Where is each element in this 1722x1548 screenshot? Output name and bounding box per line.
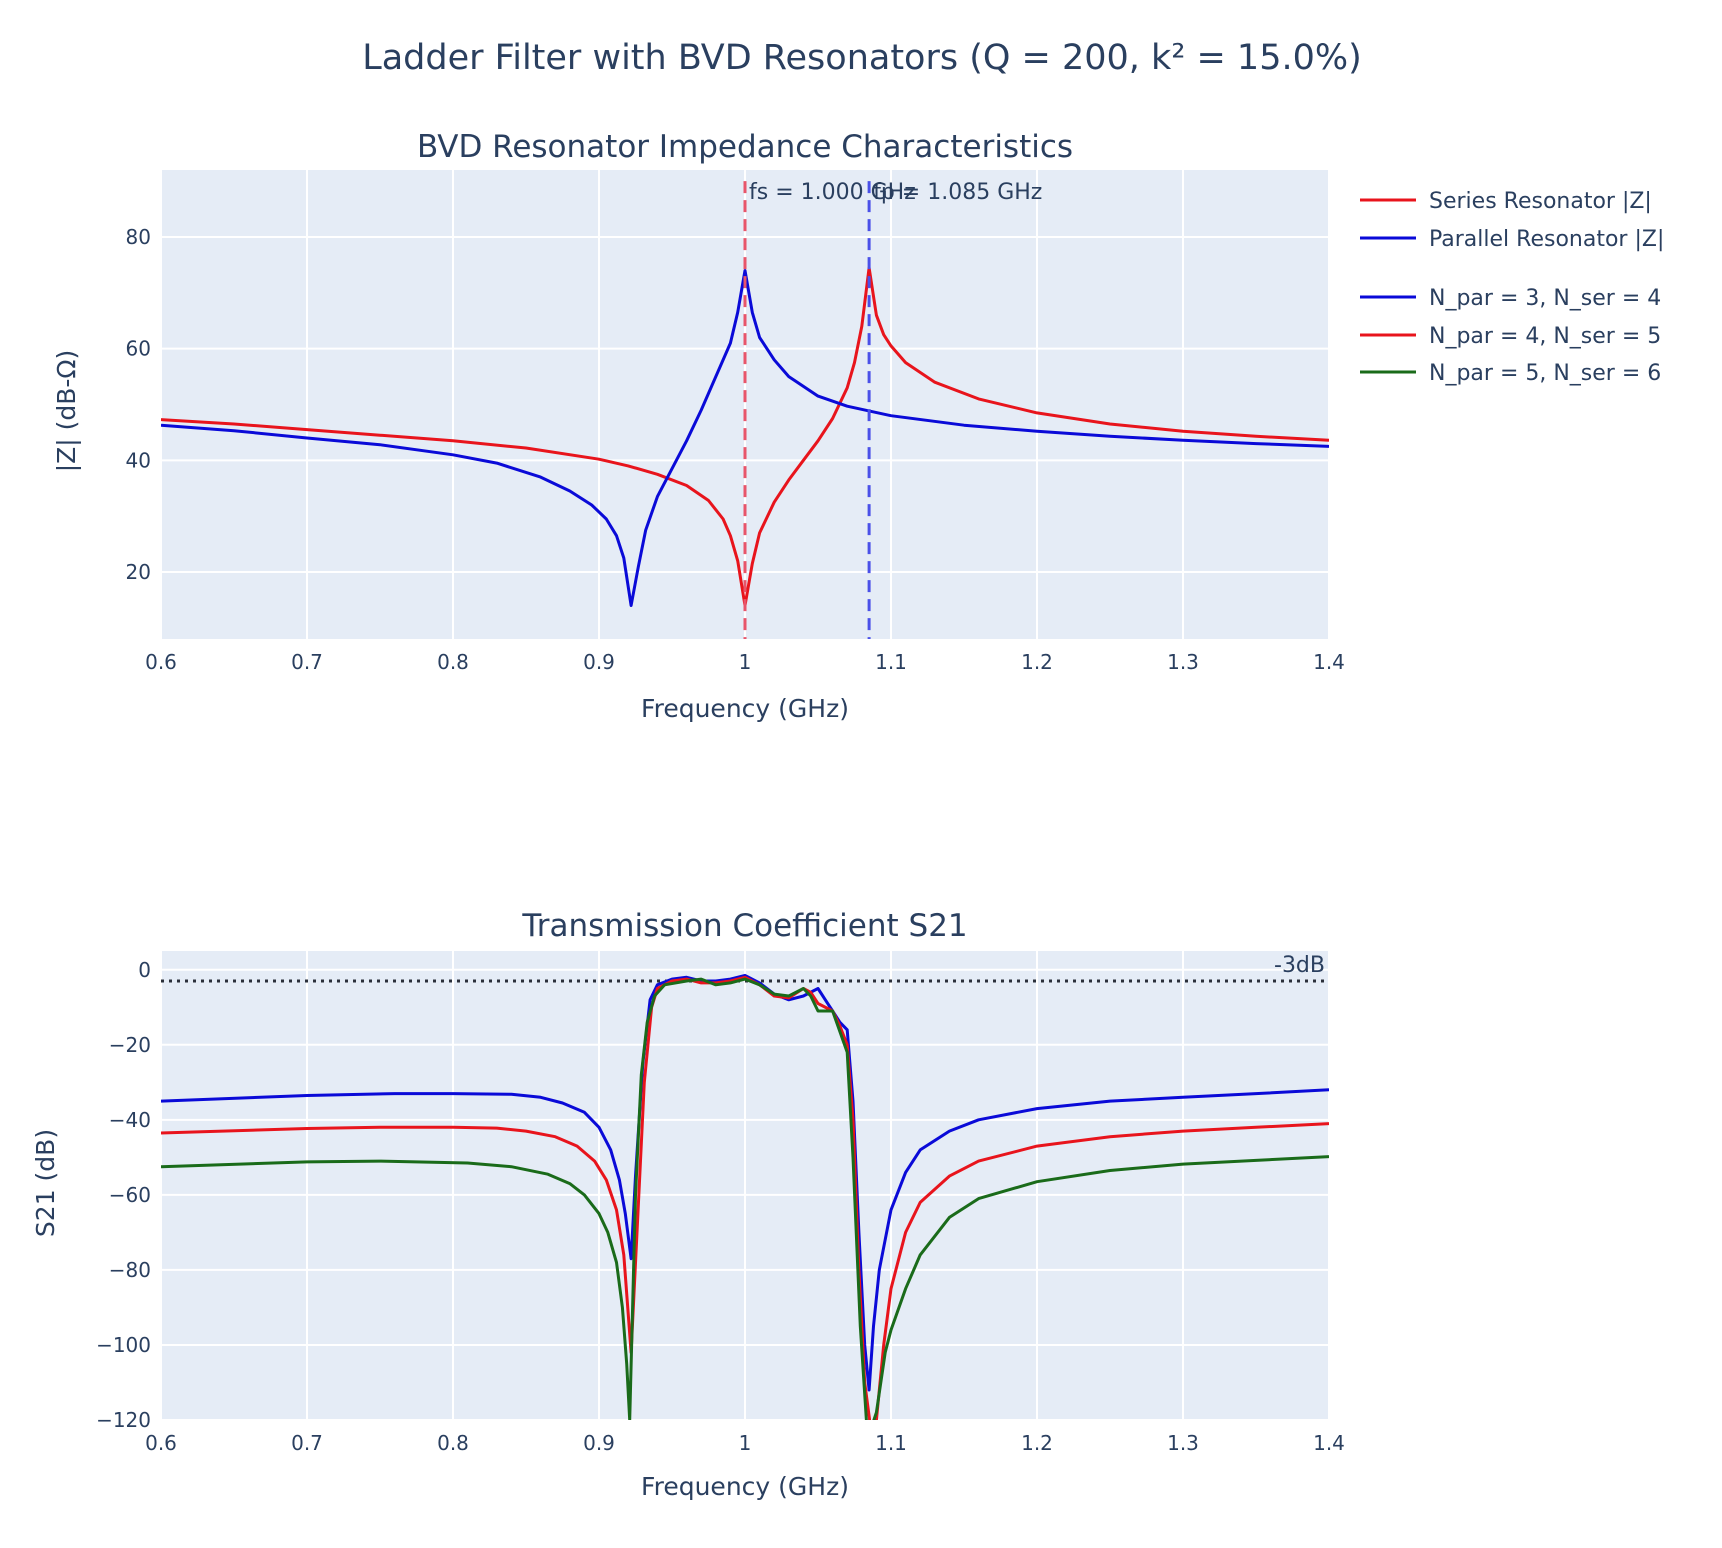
legend-label: N_par = 3, N_ser = 4 <box>1429 286 1661 311</box>
legend-item[interactable]: N_par = 5, N_ser = 6 <box>1360 361 1661 386</box>
legend-label: Series Resonator |Z| <box>1429 189 1652 214</box>
s21-y-axis-title: S21 (dB) <box>31 1129 60 1237</box>
legend-item[interactable]: N_par = 3, N_ser = 4 <box>1360 286 1661 311</box>
x-tick-label: 1.3 <box>1167 650 1199 674</box>
threshold-label: -3dB <box>1274 953 1325 978</box>
series-line-1 <box>161 266 1329 607</box>
y-tick-label: 80 <box>126 225 151 249</box>
x-tick-label: 0.7 <box>291 650 323 674</box>
x-tick-label: 0.9 <box>583 1431 615 1455</box>
y-tick-label: −40 <box>109 1108 151 1132</box>
y-tick-label: −80 <box>109 1258 151 1282</box>
y-tick-label: −100 <box>96 1333 151 1357</box>
x-tick-label: 1 <box>739 1431 752 1455</box>
x-tick-label: 1.4 <box>1313 1431 1345 1455</box>
x-tick-label: 1.1 <box>875 650 907 674</box>
x-tick-label: 1.2 <box>1021 1431 1053 1455</box>
legend-label: Parallel Resonator |Z| <box>1429 227 1664 252</box>
x-tick-label: 0.6 <box>145 650 177 674</box>
legend: Series Resonator |Z| Parallel Resonator |… <box>1360 189 1664 386</box>
series-line-3 <box>161 977 1329 1420</box>
s21-x-axis-title: Frequency (GHz) <box>641 1472 849 1501</box>
y-tick-label: 20 <box>126 560 151 584</box>
resonance-marker-label: fp = 1.085 GHz <box>873 180 1042 205</box>
figure-title: Ladder Filter with BVD Resonators (Q = 2… <box>362 38 1362 78</box>
x-tick-label: 0.8 <box>437 1431 469 1455</box>
impedance-y-axis-title: |Z| (dB-Ω) <box>52 350 81 473</box>
x-tick-label: 1.3 <box>1167 1431 1199 1455</box>
legend-label: N_par = 5, N_ser = 6 <box>1429 361 1661 386</box>
s21-plot-title: Transmission Coefficient S21 <box>521 908 967 944</box>
resonance-marker-label: fs = 1.000 GHz <box>749 180 916 205</box>
impedance-x-axis-title: Frequency (GHz) <box>641 694 849 723</box>
y-tick-label: 40 <box>126 448 151 472</box>
y-tick-label: −60 <box>109 1183 151 1207</box>
x-tick-label: 1.1 <box>875 1431 907 1455</box>
impedance-plot-title: BVD Resonator Impedance Characteristics <box>417 129 1073 165</box>
legend-item[interactable]: Parallel Resonator |Z| <box>1360 227 1664 252</box>
x-tick-label: 0.7 <box>291 1431 323 1455</box>
x-tick-label: 1 <box>739 650 752 674</box>
x-tick-label: 0.6 <box>145 1431 177 1455</box>
legend-item[interactable]: N_par = 4, N_ser = 5 <box>1360 324 1661 349</box>
s21-plot: 0.6 0.7 0.8 0.9 1 1.1 1.2 1.3 1.4 0 −20 −40 −60 −80 −1… <box>96 951 1345 1455</box>
y-tick-label: 60 <box>126 337 151 361</box>
y-tick-label: 0 <box>138 958 151 982</box>
x-tick-label: 1.2 <box>1021 650 1053 674</box>
legend-label: N_par = 4, N_ser = 5 <box>1429 324 1661 349</box>
x-tick-label: 0.8 <box>437 650 469 674</box>
y-tick-label: −20 <box>109 1033 151 1057</box>
x-tick-label: 1.4 <box>1313 650 1345 674</box>
impedance-plot: 0.6 0.7 0.8 0.9 1 1.1 1.2 1.3 1.4 20 40 60 80 fs = 1.… <box>126 170 1345 674</box>
y-tick-label: −120 <box>96 1408 151 1432</box>
x-tick-label: 0.9 <box>583 650 615 674</box>
series-line-2 <box>161 269 1329 607</box>
legend-item[interactable]: Series Resonator |Z| <box>1360 189 1652 214</box>
